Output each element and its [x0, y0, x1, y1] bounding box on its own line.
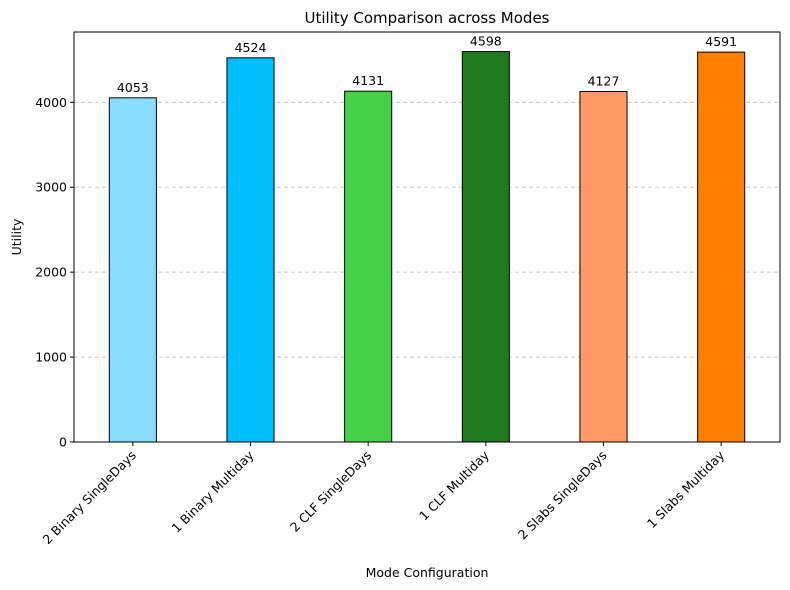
bar-value-label: 4053: [117, 80, 149, 95]
x-tick-label: 1 CLF Multiday: [416, 447, 492, 523]
x-tick-label: 2 CLF SingleDays: [287, 448, 374, 535]
bar: [108, 97, 157, 443]
x-tick-label: 1 Slabs Multiday: [644, 447, 728, 531]
bar-value-label: 4591: [705, 34, 737, 49]
y-tick-label: 1000: [35, 350, 67, 365]
bar-value-labels: 4053 4524 4131 4598 4127 4591: [117, 34, 737, 95]
y-axis-label: Utility: [9, 218, 24, 255]
bar: [226, 57, 275, 443]
bars: [108, 51, 746, 443]
bar: [461, 51, 510, 443]
x-axis-label: Mode Configuration: [366, 565, 489, 580]
x-tick-label: 2 Binary SingleDays: [39, 448, 138, 547]
y-tick-label: 2000: [35, 265, 67, 280]
x-tick-label: 1 Binary Multiday: [168, 447, 257, 536]
bar: [344, 90, 393, 443]
bar: [579, 91, 628, 443]
plot-frame: [73, 31, 781, 443]
bar: [697, 51, 746, 443]
gridlines: [74, 101, 780, 358]
chart-title: Utility Comparison across Modes: [304, 9, 549, 27]
y-tick-label: 0: [59, 435, 67, 450]
bar-value-label: 4131: [352, 73, 384, 88]
bar-value-label: 4598: [470, 34, 502, 49]
bar-value-label: 4127: [588, 74, 620, 89]
y-tick-label: 3000: [35, 180, 67, 195]
y-axis-ticks: 0 1000 2000 3000 4000: [35, 95, 74, 450]
bar-value-label: 4524: [235, 40, 267, 55]
x-axis-ticks: 2 Binary SingleDays 1 Binary Multiday 2 CL…: [39, 442, 728, 547]
x-tick-label: 2 Slabs SingleDays: [515, 448, 610, 543]
y-tick-label: 4000: [35, 95, 67, 110]
